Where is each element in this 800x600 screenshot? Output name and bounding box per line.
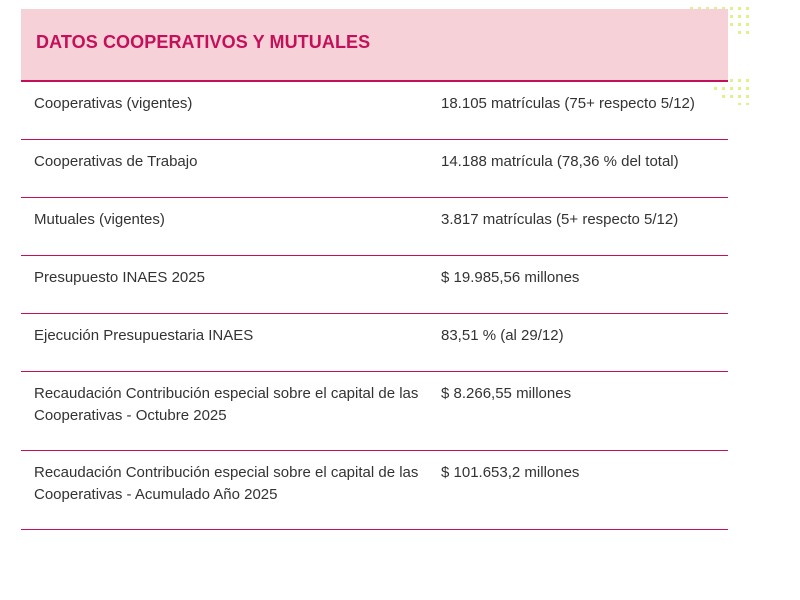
row-value: 83,51 % (al 29/12) (441, 327, 564, 344)
table-row: Recaudación Contribución especial sobre … (21, 372, 728, 451)
table-header: DATOS COOPERATIVOS Y MUTUALES (21, 9, 728, 82)
table-row: Recaudación Contribución especial sobre … (21, 451, 728, 530)
table-row: Mutuales (vigentes) 3.817 matrículas (5+… (21, 198, 728, 256)
table-row: Cooperativas de Trabajo 14.188 matrícula… (21, 140, 728, 198)
row-value: $ 19.985,56 millones (441, 269, 580, 286)
row-label: Cooperativas de Trabajo (34, 153, 198, 170)
table-title: DATOS COOPERATIVOS Y MUTUALES (36, 32, 371, 52)
data-table: DATOS COOPERATIVOS Y MUTUALES Cooperativ… (21, 9, 728, 530)
row-label: Recaudación Contribución especial sobre … (34, 464, 419, 503)
row-label: Cooperativas (vigentes) (34, 95, 193, 112)
table-row: Cooperativas (vigentes) 18.105 matrícula… (21, 82, 728, 140)
row-label: Recaudación Contribución especial sobre … (34, 385, 419, 424)
row-value: $ 101.653,2 millones (441, 464, 580, 481)
row-value: 14.188 matrícula (78,36 % del total) (441, 153, 679, 170)
row-value: 3.817 matrículas (5+ respecto 5/12) (441, 211, 679, 228)
row-value: 18.105 matrículas (75+ respecto 5/12) (441, 95, 695, 112)
row-label: Presupuesto INAES 2025 (34, 269, 205, 286)
row-value: $ 8.266,55 millones (441, 385, 572, 402)
row-label: Mutuales (vigentes) (34, 211, 165, 228)
table-row: Ejecución Presupuestaria INAES 83,51 % (… (21, 314, 728, 372)
row-label: Ejecución Presupuestaria INAES (34, 327, 254, 344)
table-row: Presupuesto INAES 2025 $ 19.985,56 millo… (21, 256, 728, 314)
